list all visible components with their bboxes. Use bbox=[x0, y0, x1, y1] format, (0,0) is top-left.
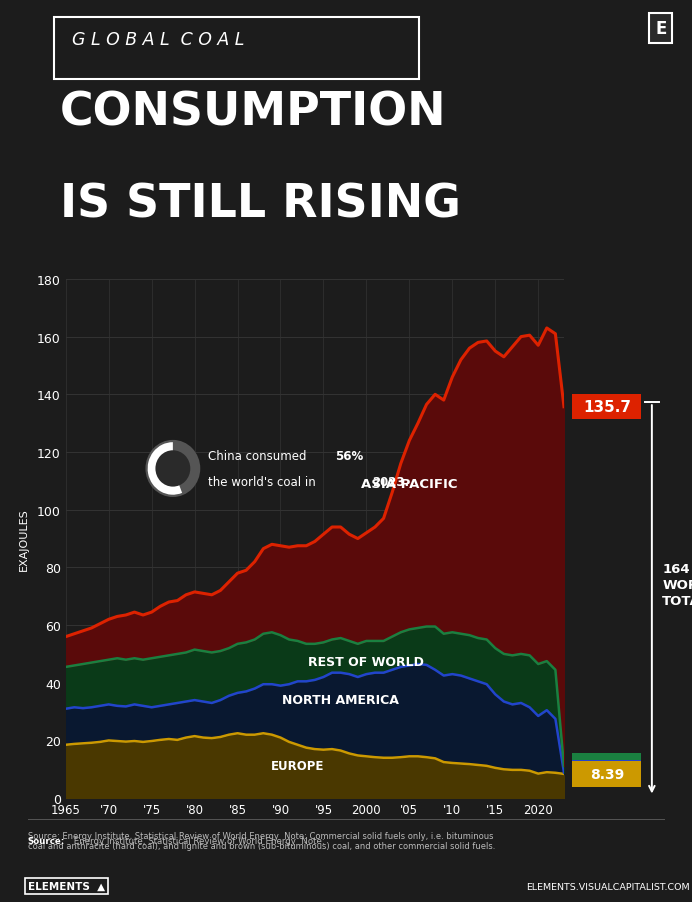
Text: Energy Institute, Statistical Review of World Energy  Note:: Energy Institute, Statistical Review of … bbox=[71, 836, 325, 845]
Text: EUROPE: EUROPE bbox=[271, 759, 325, 772]
Text: 8.39: 8.39 bbox=[590, 767, 624, 781]
Text: NORTH AMERICA: NORTH AMERICA bbox=[282, 694, 399, 706]
Text: 2023.: 2023. bbox=[372, 475, 409, 488]
Text: 11.11: 11.11 bbox=[585, 759, 629, 773]
Text: ELEMENTS.VISUALCAPITALIST.COM: ELEMENTS.VISUALCAPITALIST.COM bbox=[526, 882, 689, 891]
Text: CONSUMPTION: CONSUMPTION bbox=[60, 90, 446, 135]
Text: IS STILL RISING: IS STILL RISING bbox=[60, 182, 460, 227]
Wedge shape bbox=[147, 443, 182, 495]
Text: 56%: 56% bbox=[335, 449, 363, 463]
Text: ELEMENTS  ▲: ELEMENTS ▲ bbox=[28, 881, 104, 891]
Text: Source: Energy Institute, Statistical Review of World Energy  Note: Commercial s: Source: Energy Institute, Statistical Re… bbox=[28, 831, 495, 851]
Text: 8.83: 8.83 bbox=[590, 766, 624, 780]
Text: China consumed: China consumed bbox=[208, 449, 310, 463]
Text: the world's coal in: the world's coal in bbox=[208, 475, 319, 488]
Text: REST OF WORLD: REST OF WORLD bbox=[309, 656, 424, 668]
Y-axis label: EXAJOULES: EXAJOULES bbox=[19, 508, 28, 570]
Text: Source:: Source: bbox=[28, 836, 65, 845]
Text: E: E bbox=[655, 20, 666, 38]
Text: 164
WORLD
TOTAL: 164 WORLD TOTAL bbox=[662, 562, 692, 607]
Text: G L O B A L  C O A L: G L O B A L C O A L bbox=[72, 31, 244, 49]
Circle shape bbox=[156, 451, 190, 487]
Text: 135.7: 135.7 bbox=[583, 400, 631, 415]
Circle shape bbox=[145, 440, 200, 498]
Text: ASIA PACIFIC: ASIA PACIFIC bbox=[361, 477, 457, 490]
